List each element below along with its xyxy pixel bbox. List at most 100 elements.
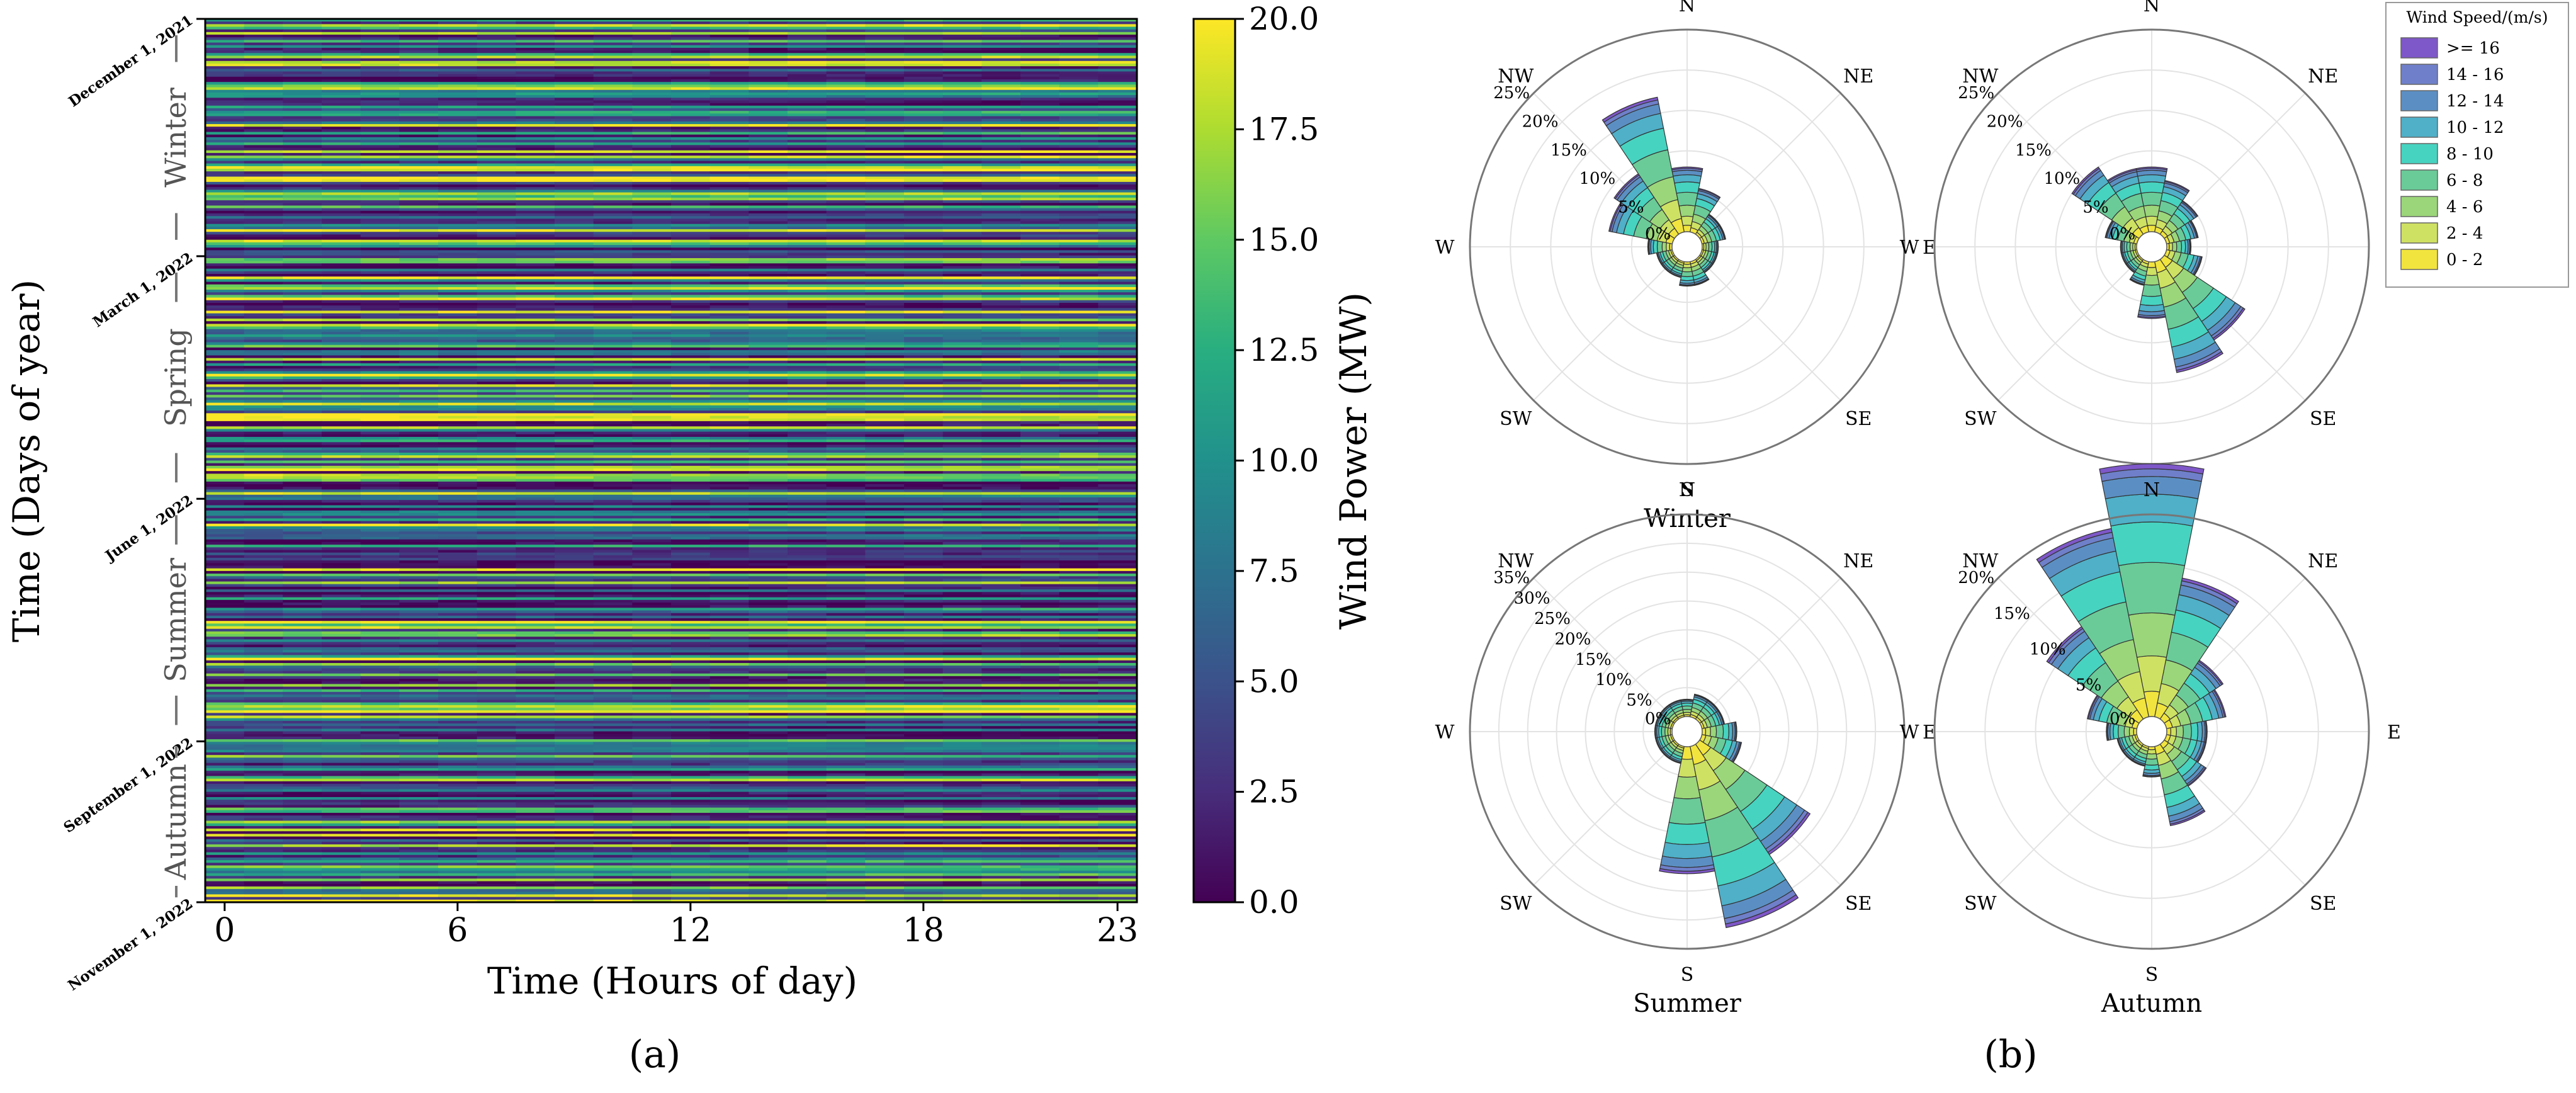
heatmap-cell: [788, 31, 827, 35]
heatmap-cell: [555, 452, 594, 456]
heatmap-cell: [516, 255, 555, 259]
heatmap-cell: [593, 108, 633, 111]
heatmap-cell: [399, 190, 439, 193]
heatmap-cell: [709, 197, 749, 201]
heatmap-cell: [632, 411, 672, 414]
heatmap-cell: [244, 489, 283, 493]
heatmap-cell: [399, 281, 439, 285]
heatmap-cell: [399, 379, 439, 382]
heatmap-cell: [942, 263, 982, 267]
heatmap-cell: [904, 465, 944, 469]
heatmap-cell: [283, 192, 322, 196]
heatmap-cell: [477, 216, 516, 219]
heatmap-cell: [632, 29, 672, 33]
heatmap-cell: [671, 234, 711, 238]
heatmap-cell: [865, 190, 905, 193]
heatmap-cell: [438, 261, 478, 264]
heatmap-cell: [244, 255, 283, 259]
heatmap-cell: [1098, 479, 1138, 482]
heatmap-cell: [632, 116, 672, 120]
heatmap-cell: [749, 50, 788, 54]
heatmap-cell: [788, 560, 827, 563]
heatmap-cell: [826, 247, 866, 251]
heatmap-cell: [555, 229, 594, 232]
heatmap-cell: [749, 305, 788, 309]
heatmap-cell: [749, 24, 788, 28]
heatmap-cell: [477, 319, 516, 322]
heatmap-cell: [671, 471, 711, 474]
heatmap-cell: [749, 387, 788, 390]
heatmap-cell: [1020, 176, 1060, 180]
heatmap-cell: [477, 176, 516, 180]
heatmap-cell: [555, 276, 594, 280]
heatmap-cell: [1098, 295, 1138, 298]
heatmap-cell: [904, 152, 944, 156]
heatmap-cell: [593, 232, 633, 235]
heatmap-cell: [244, 513, 283, 516]
heatmap-cell: [399, 547, 439, 551]
heatmap-cell: [593, 502, 633, 506]
heatmap-cell: [942, 324, 982, 327]
heatmap-cell: [826, 210, 866, 214]
heatmap-cell: [477, 195, 516, 198]
heatmap-cell: [671, 210, 711, 214]
heatmap-cell: [1059, 436, 1099, 440]
heatmap-cell: [555, 371, 594, 375]
heatmap-cell: [981, 371, 1021, 375]
heatmap-cell: [322, 484, 361, 487]
heatmap-cell: [788, 521, 827, 524]
heatmap-cell: [981, 37, 1021, 41]
heatmap-cell: [904, 387, 944, 390]
heatmap-cell: [671, 521, 711, 524]
heatmap-cell: [942, 468, 982, 472]
heatmap-cell: [1020, 436, 1060, 440]
heatmap-cell: [904, 100, 944, 104]
heatmap-cell: [360, 268, 400, 272]
heatmap-cell: [904, 510, 944, 514]
heatmap-cell: [516, 510, 555, 514]
heatmap-cell: [1020, 190, 1060, 193]
heatmap-cell: [632, 266, 672, 269]
heatmap-cell: [205, 247, 245, 251]
heatmap-cell: [709, 476, 749, 480]
heatmap-cell: [1059, 79, 1099, 82]
heatmap-cell: [477, 245, 516, 248]
heatmap-cell: [942, 507, 982, 511]
heatmap-cell: [788, 411, 827, 414]
heatmap-cell: [865, 98, 905, 101]
heatmap-cell: [283, 108, 322, 111]
heatmap-cell: [516, 494, 555, 498]
heatmap-cell: [1020, 431, 1060, 435]
heatmap-cell: [1098, 171, 1138, 174]
heatmap-cell: [244, 397, 283, 401]
heatmap-cell: [904, 74, 944, 77]
heatmap-cell: [942, 534, 982, 538]
heatmap-cell: [438, 536, 478, 540]
heatmap-cell: [981, 89, 1021, 93]
heatmap-cell: [322, 74, 361, 77]
heatmap-cell: [671, 26, 711, 30]
heatmap-cell: [671, 505, 711, 509]
heatmap-cell: [826, 42, 866, 46]
heatmap-cell: [399, 497, 439, 501]
heatmap-cell: [322, 31, 361, 35]
heatmap-cell: [205, 531, 245, 535]
heatmap-cell: [749, 313, 788, 317]
heatmap-cell: [283, 245, 322, 248]
heatmap-cell: [709, 208, 749, 212]
heatmap-cell: [1059, 210, 1099, 214]
heatmap-cell: [283, 197, 322, 201]
heatmap-cell: [1059, 510, 1099, 514]
heatmap-cell: [283, 334, 322, 337]
heatmap-cell: [1059, 400, 1099, 404]
heatmap-cell: [244, 376, 283, 380]
heatmap-cell: [438, 45, 478, 48]
heatmap-cell: [749, 192, 788, 196]
heatmap-cell: [205, 297, 245, 301]
heatmap-cell: [555, 373, 594, 377]
heatmap-cell: [593, 45, 633, 48]
heatmap-cell: [1098, 471, 1138, 474]
heatmap-cell: [865, 197, 905, 201]
heatmap-cell: [865, 174, 905, 178]
heatmap-cell: [826, 113, 866, 117]
